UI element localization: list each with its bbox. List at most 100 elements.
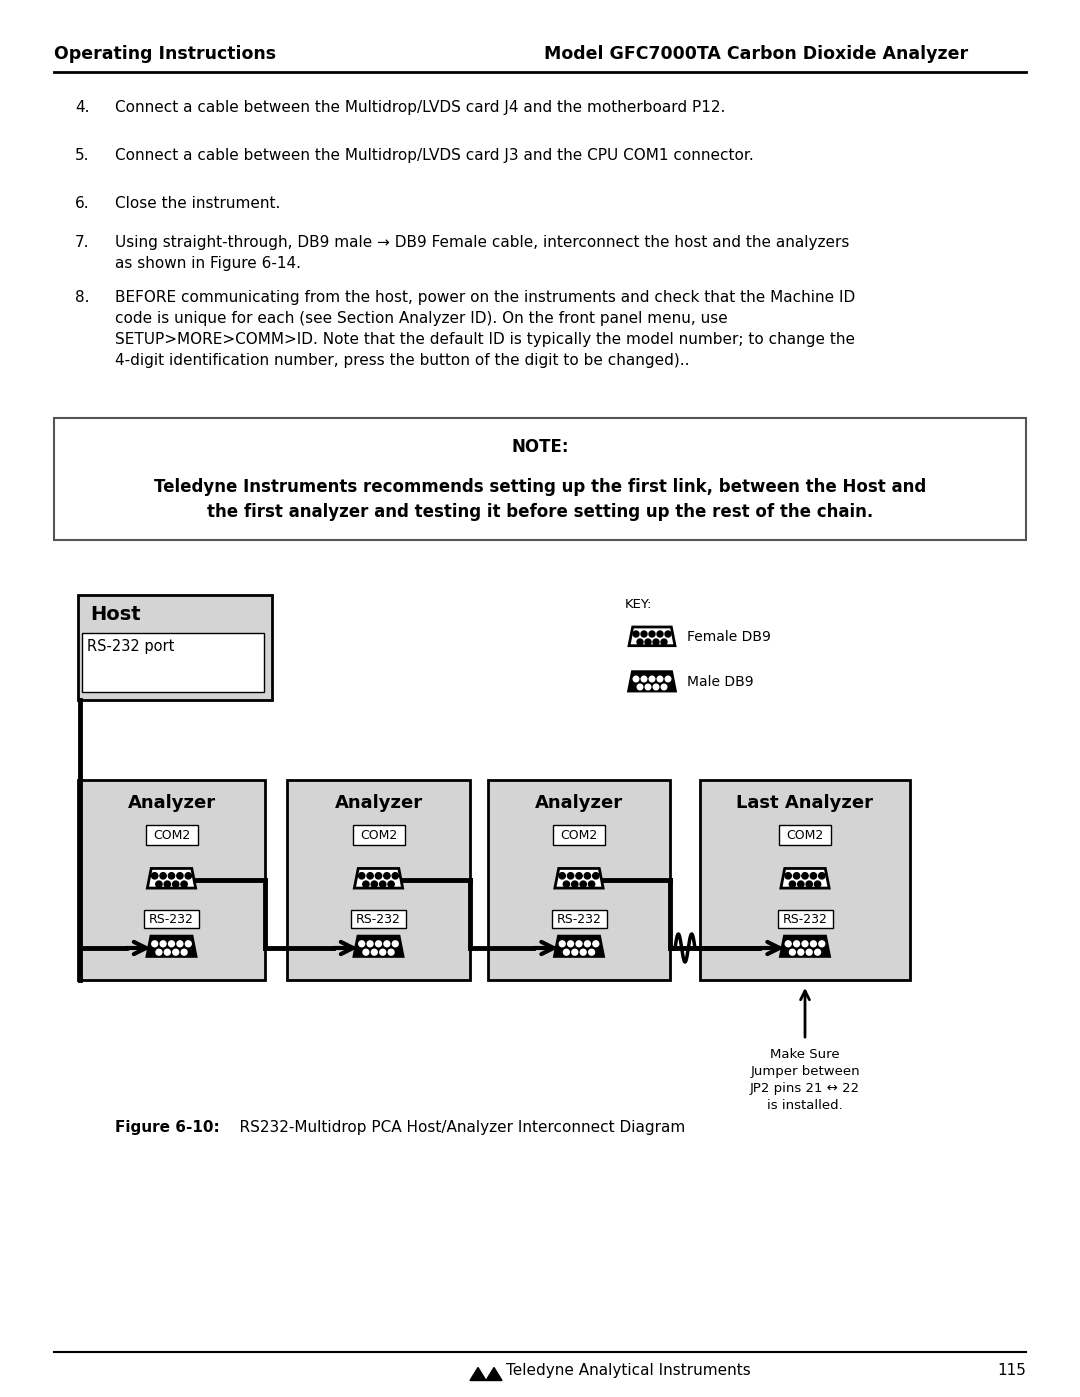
Circle shape (665, 676, 671, 682)
Circle shape (819, 940, 825, 947)
Circle shape (580, 882, 586, 887)
Circle shape (376, 940, 381, 947)
Text: COM2: COM2 (360, 828, 397, 842)
Circle shape (584, 873, 591, 879)
Text: RS-232 port: RS-232 port (87, 638, 174, 654)
Circle shape (661, 685, 666, 690)
Text: Last Analyzer: Last Analyzer (737, 793, 874, 812)
Circle shape (661, 638, 667, 645)
Circle shape (160, 873, 166, 879)
Polygon shape (354, 869, 403, 888)
Text: 4-digit identification number, press the button of the digit to be changed)..: 4-digit identification number, press the… (114, 353, 689, 367)
Circle shape (785, 940, 792, 947)
Circle shape (819, 873, 825, 879)
Text: Connect a cable between the Multidrop/LVDS card J3 and the CPU COM1 connector.: Connect a cable between the Multidrop/LV… (114, 148, 754, 163)
FancyBboxPatch shape (552, 909, 607, 928)
Circle shape (392, 873, 399, 879)
FancyBboxPatch shape (700, 780, 910, 981)
Text: 115: 115 (997, 1363, 1026, 1377)
Circle shape (580, 949, 586, 956)
Circle shape (168, 940, 175, 947)
Circle shape (593, 940, 598, 947)
Text: as shown in Figure 6-14.: as shown in Figure 6-14. (114, 256, 301, 271)
Polygon shape (486, 1368, 502, 1380)
Circle shape (367, 940, 373, 947)
Text: RS232-Multidrop PCA Host/Analyzer Interconnect Diagram: RS232-Multidrop PCA Host/Analyzer Interc… (220, 1120, 685, 1134)
Circle shape (156, 882, 162, 887)
Circle shape (164, 949, 171, 956)
Circle shape (363, 882, 369, 887)
Circle shape (798, 949, 804, 956)
Polygon shape (555, 936, 603, 956)
Polygon shape (147, 936, 195, 956)
Text: 8.: 8. (75, 291, 90, 305)
Text: Figure 6-10:: Figure 6-10: (114, 1120, 219, 1134)
Circle shape (785, 873, 792, 879)
Circle shape (384, 940, 390, 947)
Circle shape (649, 631, 654, 637)
Circle shape (802, 940, 808, 947)
Circle shape (576, 873, 582, 879)
Circle shape (593, 873, 599, 879)
Circle shape (160, 940, 166, 947)
Text: RS-232: RS-232 (556, 914, 602, 926)
Text: Using straight-through, DB9 male → DB9 Female cable, interconnect the host and t: Using straight-through, DB9 male → DB9 F… (114, 235, 849, 250)
Circle shape (665, 631, 671, 637)
Circle shape (392, 940, 399, 947)
Circle shape (168, 873, 175, 879)
Circle shape (181, 882, 187, 887)
Circle shape (807, 949, 812, 956)
Circle shape (186, 940, 191, 947)
Circle shape (633, 631, 639, 637)
Polygon shape (629, 672, 675, 690)
Circle shape (559, 940, 565, 947)
FancyBboxPatch shape (488, 780, 670, 981)
Circle shape (181, 949, 187, 956)
Circle shape (642, 631, 647, 637)
Circle shape (810, 940, 816, 947)
Polygon shape (781, 869, 829, 888)
Text: KEY:: KEY: (625, 598, 652, 610)
Text: Model GFC7000TA Carbon Dioxide Analyzer: Model GFC7000TA Carbon Dioxide Analyzer (544, 45, 968, 63)
Text: COM2: COM2 (153, 828, 190, 842)
FancyBboxPatch shape (82, 633, 264, 692)
Circle shape (568, 940, 573, 947)
Circle shape (177, 873, 183, 879)
FancyBboxPatch shape (287, 780, 470, 981)
Polygon shape (629, 627, 675, 645)
Text: Analyzer: Analyzer (127, 793, 216, 812)
Circle shape (794, 940, 799, 947)
Circle shape (359, 873, 365, 879)
Text: RS-232: RS-232 (783, 914, 827, 926)
Circle shape (567, 873, 573, 879)
Text: COM2: COM2 (786, 828, 824, 842)
Circle shape (653, 638, 659, 645)
Polygon shape (147, 869, 195, 888)
Text: RS-232: RS-232 (356, 914, 401, 926)
Circle shape (589, 949, 595, 956)
Text: Connect a cable between the Multidrop/LVDS card J4 and the motherboard P12.: Connect a cable between the Multidrop/LV… (114, 101, 726, 115)
Circle shape (173, 949, 178, 956)
Circle shape (376, 873, 381, 879)
Text: is installed.: is installed. (767, 1099, 842, 1112)
Circle shape (388, 882, 394, 887)
Text: 5.: 5. (75, 148, 90, 163)
Circle shape (564, 882, 569, 887)
Polygon shape (781, 936, 829, 956)
FancyBboxPatch shape (352, 826, 405, 845)
Circle shape (637, 685, 643, 690)
Circle shape (564, 949, 569, 956)
Text: JP2 pins 21 ↔ 22: JP2 pins 21 ↔ 22 (750, 1083, 860, 1095)
Polygon shape (555, 869, 603, 888)
Circle shape (589, 882, 595, 887)
Text: Jumper between: Jumper between (751, 1065, 860, 1078)
Circle shape (637, 638, 643, 645)
Circle shape (645, 638, 651, 645)
Circle shape (177, 940, 183, 947)
Circle shape (572, 949, 578, 956)
FancyBboxPatch shape (351, 909, 406, 928)
Circle shape (152, 940, 158, 947)
Polygon shape (470, 1368, 486, 1380)
Text: SETUP>MORE>COMM>ID. Note that the default ID is typically the model number; to c: SETUP>MORE>COMM>ID. Note that the defaul… (114, 332, 855, 346)
Text: Teledyne Instruments recommends setting up the first link, between the Host and: Teledyne Instruments recommends setting … (153, 478, 927, 496)
